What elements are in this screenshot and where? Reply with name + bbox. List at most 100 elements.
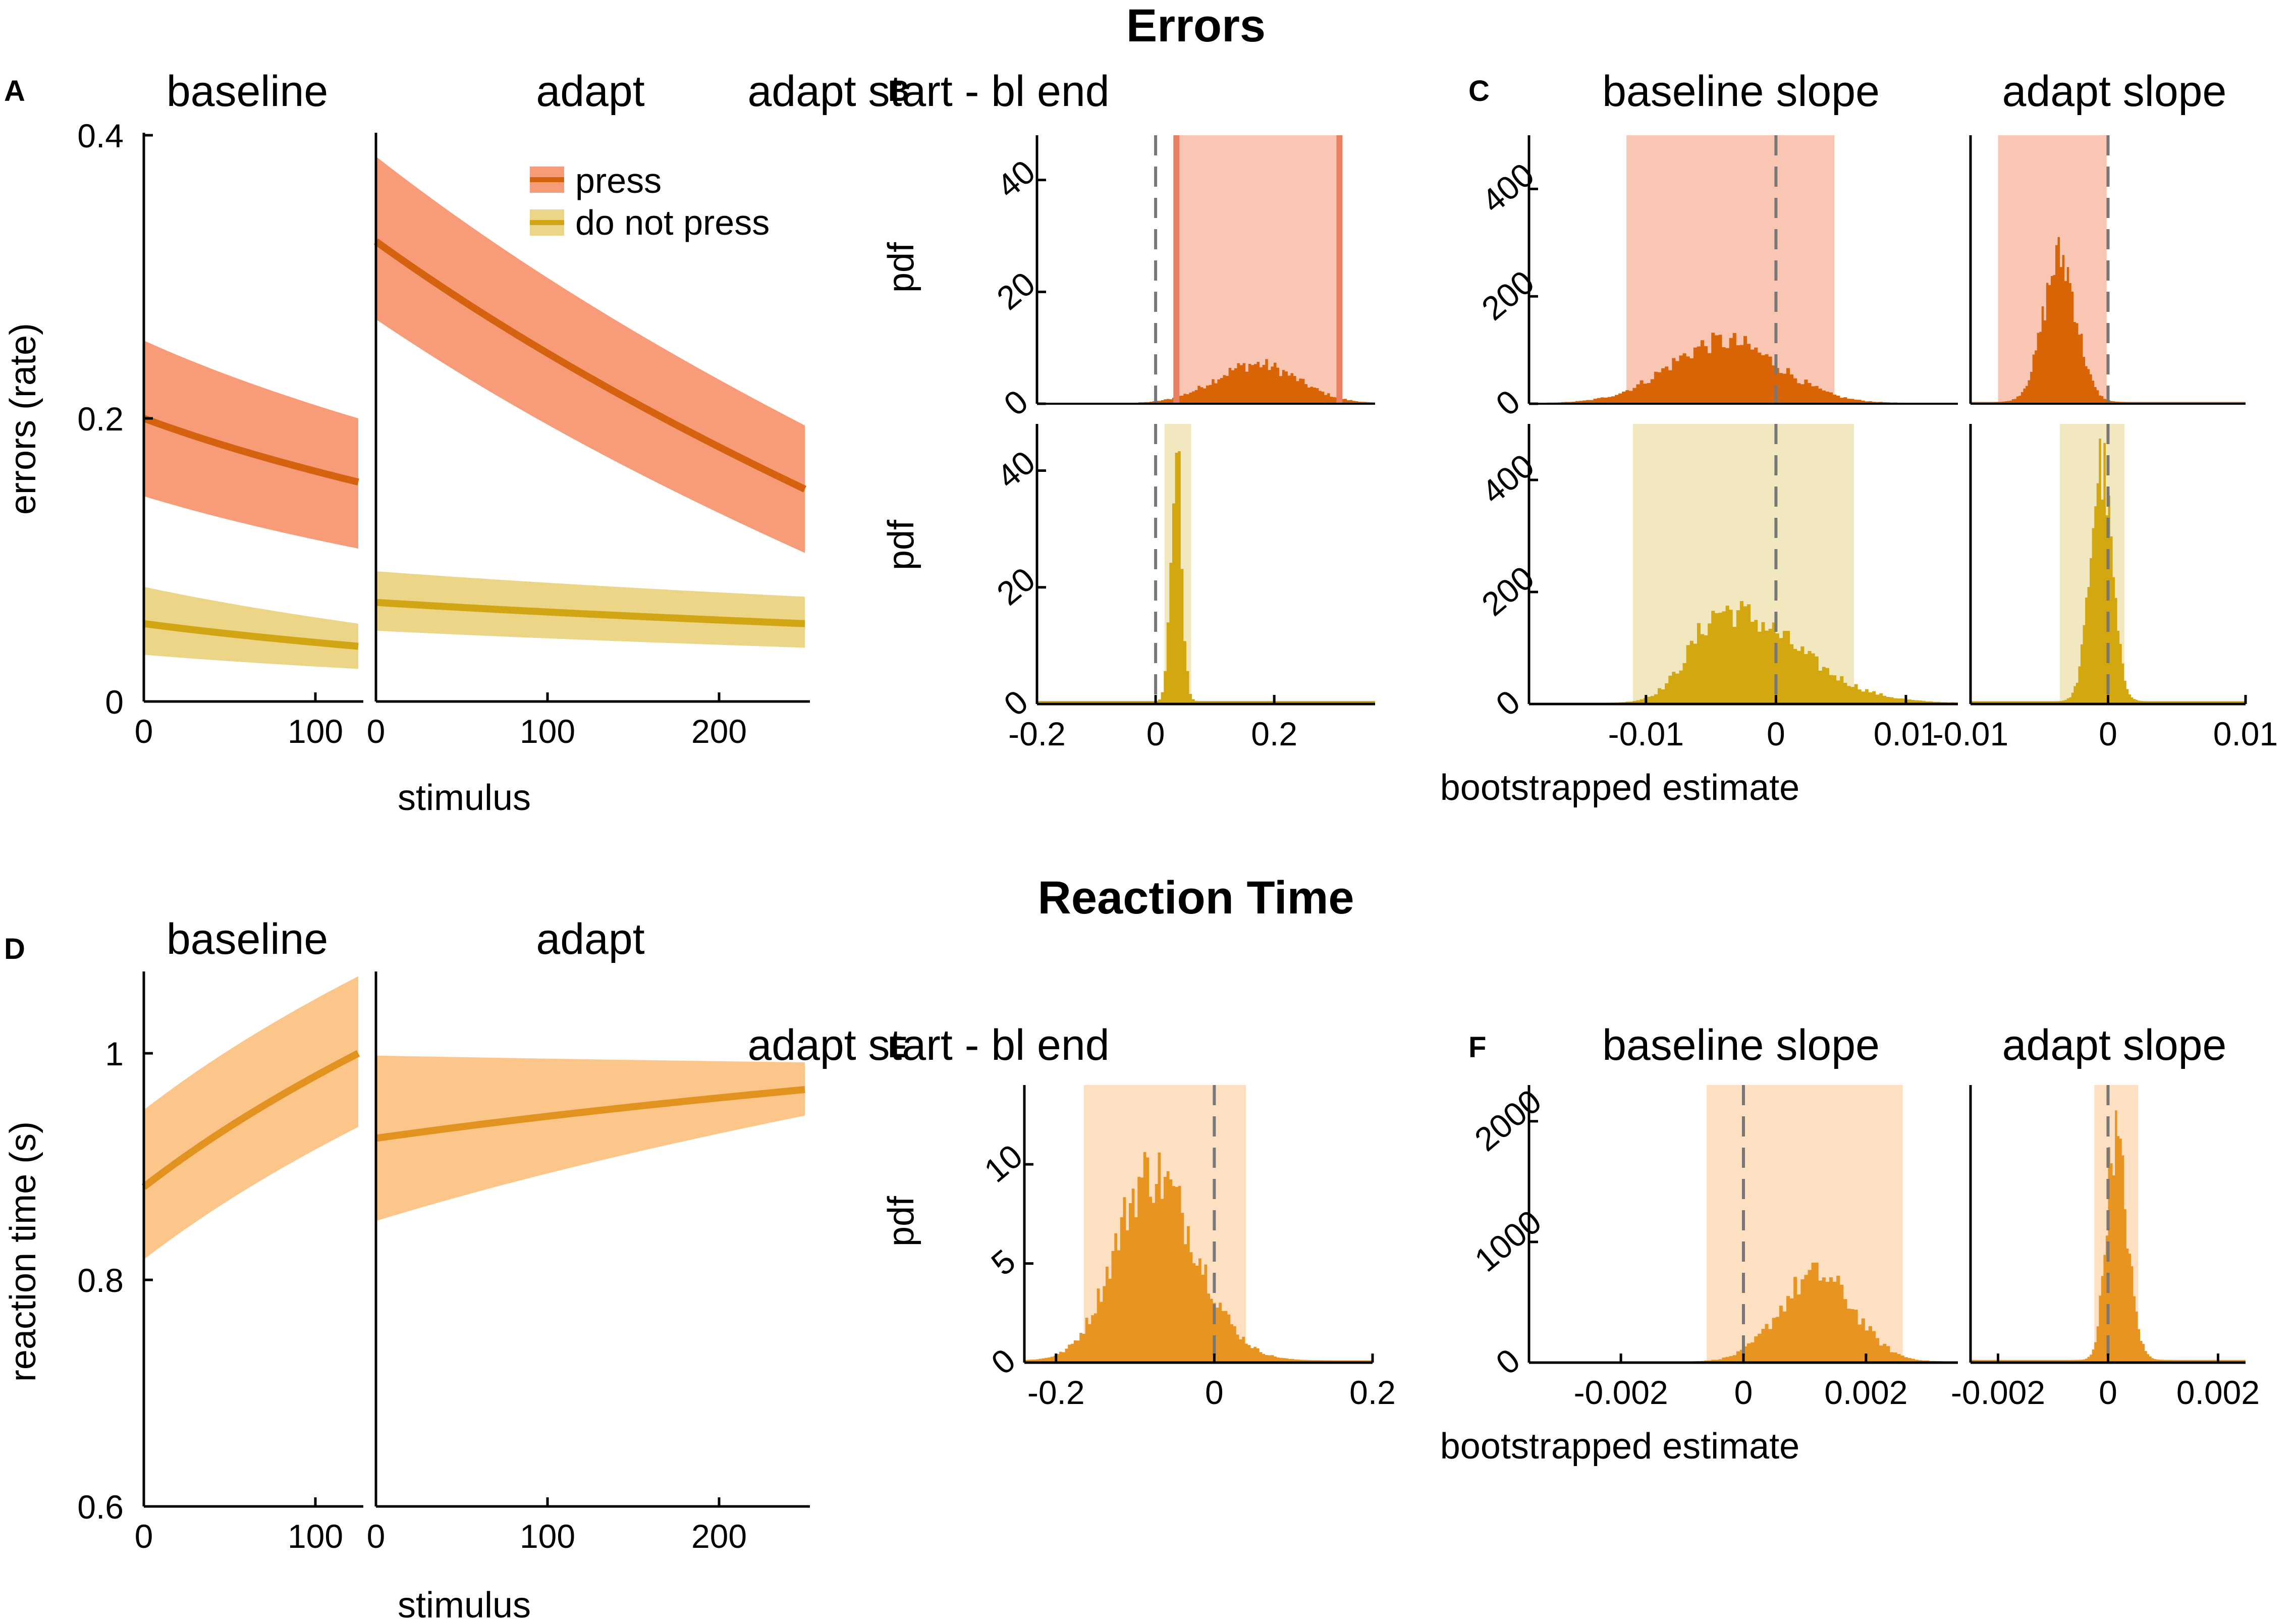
panel-letter-d: D [4, 933, 25, 965]
panel-a-baseline-x-tick-label: 0 [135, 713, 153, 750]
panel-e-x-tick-label: 0.2 [1349, 1374, 1396, 1411]
errors-title: Errors [1126, 0, 1266, 51]
panel-d-ylabel: reaction time (s) [3, 1121, 43, 1382]
panel-a-title-baseline: baseline [167, 67, 328, 116]
panel-b-row0-histogram-bars [1037, 359, 1375, 404]
panel-f-rt-slope-histograms: baseline slope adapt slope bootstrapped … [1440, 1021, 2260, 1467]
panel-b-row0-y-tick-label: 0 [997, 383, 1035, 423]
panel-c-1-x-tick-label: 0 [2099, 715, 2117, 752]
panel-f-1-x-tick-label: -0.002 [1951, 1374, 2045, 1411]
panel-a-band-adapt [376, 571, 805, 648]
panel-letter-e: E [888, 1031, 908, 1064]
panel-d-y-tick-label: 1 [105, 1035, 124, 1072]
panel-a-y-tick-label: 0 [105, 683, 124, 721]
panel-letter-b: B [888, 75, 909, 107]
panel-d-y-tick-label: 0.8 [77, 1262, 124, 1299]
panel-d-line-baseline [141, 1050, 360, 1190]
reaction-time-title: Reaction Time [1037, 872, 1354, 924]
panel-a-band-adapt [376, 156, 805, 553]
panel-b-x-tick-label: 0.2 [1251, 715, 1297, 752]
panel-c-0-x-tick-label: 0.01 [1874, 715, 1938, 752]
panel-f-0-x-tick-label: -0.002 [1574, 1374, 1668, 1411]
panel-c-row1-y-tick-label: 0 [1489, 683, 1527, 723]
panel-b-title: adapt start - bl end [747, 67, 1109, 116]
panel-a-xlabel: stimulus [398, 778, 531, 818]
legend-press-label: press [575, 161, 662, 200]
panel-a-ylabel: errors (rate) [3, 323, 43, 515]
panel-e-y-tick-label: 10 [977, 1137, 1029, 1190]
panel-d-band-baseline [144, 976, 358, 1260]
panel-a-line-baseline [143, 620, 359, 650]
panel-c-1-x-tick-label: -0.01 [1933, 715, 2008, 752]
panel-a-band-baseline [144, 340, 358, 549]
panel-b-row1-y-tick-label: 20 [990, 560, 1042, 613]
panel-d-title-baseline: baseline [167, 915, 328, 963]
panel-a-line-adapt [373, 238, 807, 493]
panel-f-1-histogram-bars [1971, 1110, 2246, 1363]
panel-a-errors-lines: baseline adapt errors (rate) stimulus pr… [3, 67, 810, 818]
panel-c-0-x-tick-label: -0.01 [1608, 715, 1684, 752]
panel-a-legend: press do not press [530, 161, 770, 242]
panel-e-x-tick-label: 0 [1205, 1374, 1224, 1411]
panel-c-1-row1-histogram-bars [1971, 438, 2246, 704]
panel-f-y-tick-label: 0 [1489, 1341, 1527, 1382]
panel-e-ylabel: pdf [881, 1196, 921, 1247]
panel-c-0-row0-histogram-bars [1529, 333, 1958, 404]
panel-a-line-baseline [142, 415, 359, 486]
panel-f-title-baseline: baseline slope [1602, 1021, 1880, 1069]
panel-d-adapt-x-tick-label: 200 [691, 1518, 747, 1555]
panel-c-0-x-tick-label: 0 [1767, 715, 1785, 752]
panel-c-1-row0-histogram-bars [1971, 237, 2246, 404]
panel-a-band-baseline [144, 586, 358, 669]
panel-a-adapt-x-tick-label: 200 [691, 713, 747, 750]
panel-d-y-tick-label: 0.6 [77, 1488, 124, 1526]
panel-b-row1-histogram-bars [1037, 451, 1375, 704]
panel-e-title: adapt start - bl end [747, 1021, 1109, 1069]
panel-c-1-x-tick-label: 0.01 [2213, 715, 2278, 752]
panel-b-row0-ci-band [1176, 135, 1340, 404]
panel-letter-f: F [1468, 1031, 1486, 1064]
panel-b-x-tick-label: -0.2 [1008, 715, 1066, 752]
panel-b-row1-y-tick-label: 40 [990, 443, 1042, 496]
panel-d-xlabel: stimulus [398, 1585, 531, 1622]
panel-a-adapt-x-tick-label: 100 [520, 713, 575, 750]
panel-b-x-tick-label: 0 [1146, 715, 1165, 752]
panel-c-errors-slope-histograms: baseline slope adapt slope bootstrapped … [1440, 67, 2278, 808]
panel-e-histogram-bars [1024, 1152, 1373, 1363]
panel-c-row0-y-tick-label: 200 [1474, 263, 1541, 327]
panel-b-ylabel-top: pdf [881, 242, 921, 293]
panel-e-y-tick-label: 0 [984, 1341, 1022, 1382]
panel-c-row0-y-tick-label: 0 [1489, 383, 1527, 423]
panel-d-reaction-time-lines: baseline adapt reaction time (s) stimulu… [3, 915, 810, 1622]
panel-d-adapt-x-tick-label: 0 [367, 1518, 386, 1555]
panel-d-baseline-x-tick-label: 0 [135, 1518, 153, 1555]
panel-letter-a: A [4, 75, 25, 107]
panel-d-title-adapt: adapt [536, 915, 644, 963]
panel-e-y-tick-label: 5 [984, 1242, 1022, 1282]
panel-a-baseline-x-tick-label: 100 [288, 713, 343, 750]
panel-f-0-x-tick-label: 0 [1734, 1374, 1753, 1411]
panel-d-line-adapt [375, 1086, 805, 1142]
panel-b-row0-y-tick-label: 20 [990, 264, 1042, 317]
panel-b-ylabel-bottom: pdf [881, 519, 921, 570]
panel-b-errors-difference-histograms: adapt start - bl end pdf pdf 0 20 40 0 20 40 -… [747, 67, 1375, 752]
panel-c-row1-y-tick-label: 200 [1474, 559, 1541, 623]
panel-a-line-adapt [375, 599, 805, 627]
panel-a-y-tick-label: 0.4 [77, 117, 124, 154]
panel-a-adapt-x-tick-label: 0 [367, 713, 386, 750]
panel-c-xlabel: bootstrapped estimate [1440, 768, 1799, 808]
panel-f-y-tick-label: 1000 [1467, 1203, 1548, 1279]
panel-f-xlabel: bootstrapped estimate [1440, 1426, 1799, 1467]
panel-d-adapt-x-tick-label: 100 [520, 1518, 575, 1555]
panel-f-title-adapt: adapt slope [2002, 1021, 2227, 1069]
panel-f-0-histogram-bars [1529, 1263, 1958, 1363]
panel-c-row0-y-tick-label: 400 [1474, 155, 1541, 220]
panel-letter-c: C [1468, 75, 1490, 107]
panel-c-row1-y-tick-label: 400 [1474, 447, 1541, 511]
panel-a-y-tick-label: 0.2 [77, 400, 124, 438]
panel-c-title-baseline: baseline slope [1602, 67, 1880, 116]
panel-f-0-x-tick-label: 0.002 [1824, 1374, 1907, 1411]
panel-c-title-adapt: adapt slope [2002, 67, 2227, 116]
